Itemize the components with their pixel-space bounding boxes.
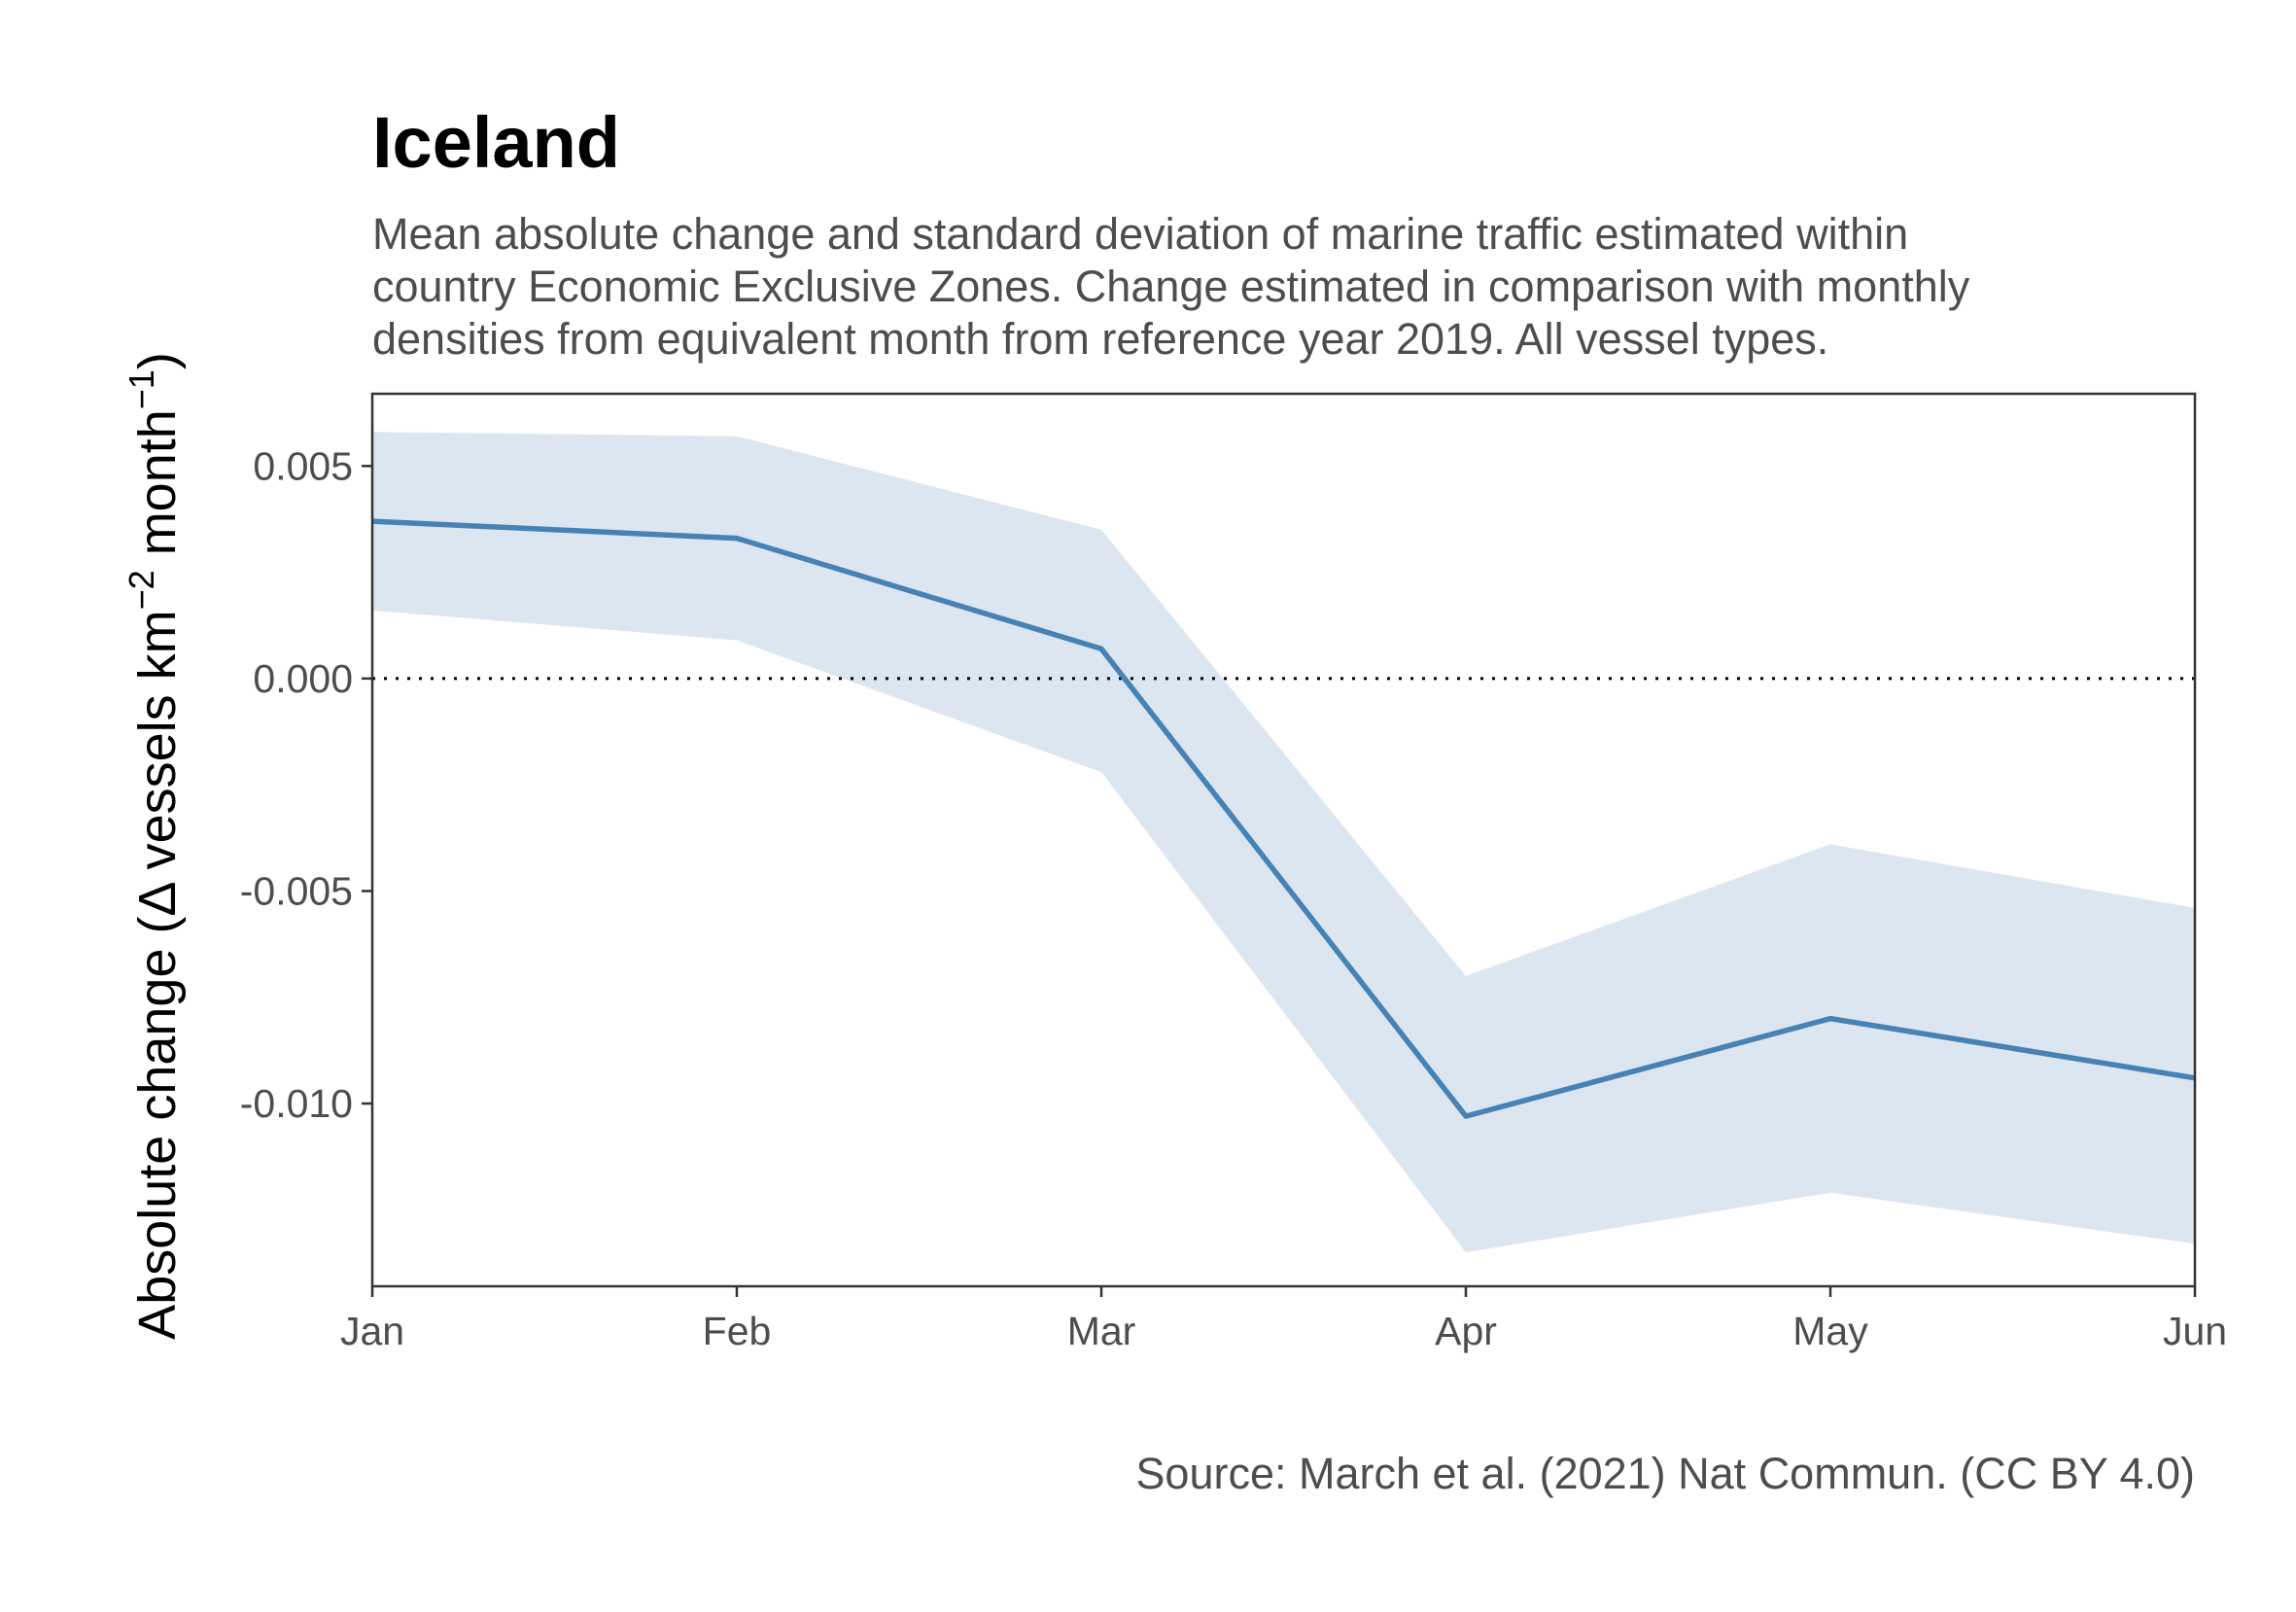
std-deviation-ribbon <box>372 432 2195 1252</box>
x-tick-label: Jan <box>340 1309 404 1353</box>
chart-title: Iceland <box>372 102 620 183</box>
subtitle-line: Mean absolute change and standard deviat… <box>372 209 1908 259</box>
y-axis-title-open: Absolute change ( <box>128 916 187 1339</box>
y-axis-title: Absolute change (Δ vessels km−2 month−1) <box>122 352 187 1340</box>
y-axis-title-close: ) <box>128 352 187 369</box>
chart-caption: Source: March et al. (2021) Nat Commun. … <box>1135 1449 2195 1498</box>
y-axis-title-unit: vessels km <box>128 610 187 884</box>
y-tick-label: -0.010 <box>240 1081 353 1126</box>
y-tick-label: 0.005 <box>253 443 353 488</box>
x-tick-label: Apr <box>1435 1309 1497 1353</box>
y-tick-label: 0.000 <box>253 656 353 701</box>
delta-symbol: Δ <box>128 883 187 917</box>
chart-subtitle: Mean absolute change and standard deviat… <box>372 209 1970 364</box>
plot-area: 0.005 0.000 -0.005 -0.010 Jan Feb Mar Apr May Jun <box>240 392 2227 1353</box>
plot-panel-border <box>370 392 2197 1288</box>
mean-change-line <box>371 518 2196 1119</box>
subtitle-line: densities from equivalent month from ref… <box>372 314 1828 364</box>
x-tick-label: Jun <box>2163 1309 2227 1353</box>
y-tick-label: -0.005 <box>240 868 353 913</box>
y-axis-title-exponent: −1 <box>122 369 161 409</box>
y-axis-title-unit: month <box>128 409 187 570</box>
x-tick-label: Feb <box>703 1309 772 1353</box>
x-tick-label: Mar <box>1067 1309 1136 1353</box>
y-axis-title-exponent: −2 <box>122 570 161 610</box>
subtitle-line: country Economic Exclusive Zones. Change… <box>372 262 1970 311</box>
x-tick-label: May <box>1792 1309 1868 1353</box>
